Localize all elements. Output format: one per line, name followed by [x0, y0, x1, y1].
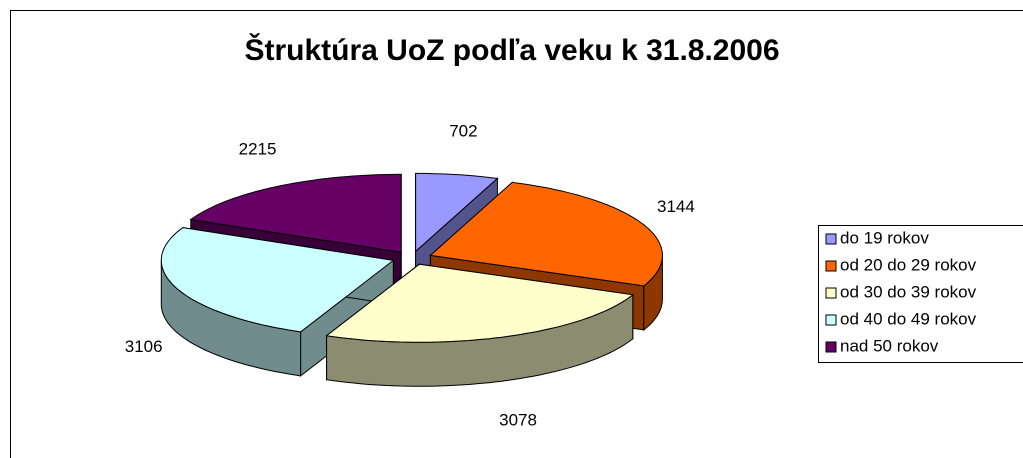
slice-top — [160, 227, 395, 333]
legend-swatch — [825, 287, 837, 299]
legend-label: od 40 do 49 rokov — [840, 309, 977, 328]
data-label: 3144 — [657, 197, 695, 216]
slice-top — [429, 181, 663, 287]
chart-title: Štruktúra UoZ podľa veku k 31.8.2006 — [244, 33, 779, 67]
legend-swatch — [825, 314, 837, 326]
slice-top — [189, 173, 402, 253]
legend-box — [818, 225, 1023, 363]
data-label: 2215 — [239, 140, 277, 159]
legend-swatch — [825, 341, 837, 353]
data-label: 3078 — [499, 410, 537, 429]
legend-swatch — [825, 233, 837, 245]
pie-slice — [160, 227, 395, 377]
legend-label: nad 50 rokov — [840, 336, 939, 355]
legend-label: do 19 rokov — [840, 228, 929, 247]
data-label: 702 — [449, 122, 477, 141]
slice-top — [415, 172, 499, 253]
data-label: 3106 — [125, 337, 163, 356]
slice-top — [325, 263, 635, 343]
legend-label: od 30 do 39 rokov — [840, 282, 977, 301]
pie-slice — [325, 263, 635, 387]
legend-swatch — [825, 260, 837, 272]
legend-label: od 20 do 29 rokov — [840, 255, 977, 274]
